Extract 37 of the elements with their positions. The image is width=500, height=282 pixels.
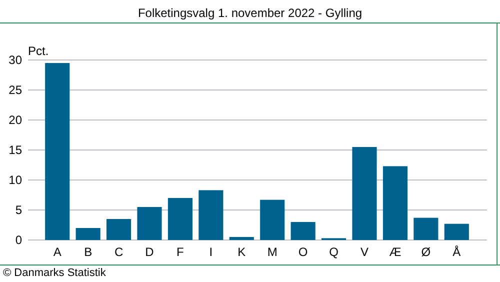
x-tick-label: V [360, 245, 369, 259]
bar [168, 198, 192, 240]
y-tick-label: 25 [8, 83, 22, 97]
x-tick-label: B [84, 245, 92, 259]
x-tick-label: Æ [389, 245, 402, 259]
bar [444, 224, 469, 240]
chart-title: Folketingsvalg 1. november 2022 - Gylling [138, 6, 362, 20]
x-tick-label: M [267, 245, 278, 259]
bar [290, 222, 316, 240]
text: © Danmarks Statistik [3, 267, 106, 279]
x-tick-label: Ø [421, 245, 431, 259]
y-tick-label: 15 [8, 143, 22, 157]
x-tick-label: Q [329, 245, 338, 259]
x-tick-label: Å [452, 245, 461, 259]
bar [229, 237, 254, 240]
bar [45, 63, 70, 240]
bar [260, 200, 285, 240]
bar [352, 147, 377, 240]
x-tick-label: A [53, 245, 62, 259]
x-tick-label: F [176, 245, 184, 259]
bar [198, 190, 224, 240]
x-tick-label: K [238, 245, 246, 259]
bar [414, 218, 438, 240]
y-tick-label: 10 [8, 173, 22, 187]
y-tick-label: 30 [8, 53, 22, 67]
bar [76, 228, 100, 240]
x-tick-label: C [114, 245, 124, 259]
bar [382, 166, 408, 240]
x-tick-label: O [298, 245, 308, 259]
bar [137, 207, 162, 240]
y-tick-label: 5 [15, 203, 22, 217]
x-tick-label: I [209, 245, 213, 259]
y-tick-label: 0 [15, 233, 22, 247]
y-axis-title: Pct. [28, 44, 49, 58]
bar [106, 219, 132, 240]
x-tick-label: D [145, 245, 154, 259]
y-tick-label: 20 [8, 113, 22, 127]
